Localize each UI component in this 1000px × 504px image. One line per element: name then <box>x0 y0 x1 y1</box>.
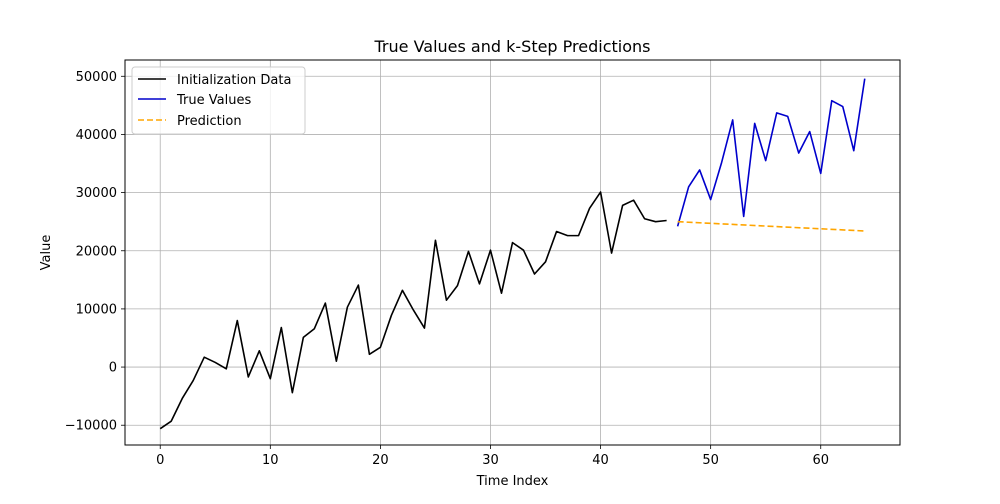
y-tick-label: 0 <box>109 361 117 376</box>
chart-title: True Values and k-Step Predictions <box>374 37 651 56</box>
grid-lines <box>125 60 900 445</box>
legend-box <box>131 66 306 135</box>
legend: Initialization Data True Values Predicti… <box>131 66 306 135</box>
y-axis: −10000 0 10000 20000 30000 40000 50000 <box>65 70 125 434</box>
legend-label-true-values: True Values <box>176 93 251 108</box>
series-line-prediction <box>677 220 865 232</box>
y-tick-label: 40000 <box>76 128 117 143</box>
x-tick-label: 20 <box>372 453 389 468</box>
y-tick-label: 20000 <box>76 244 117 259</box>
legend-label-initialization-data: Initialization Data <box>177 73 291 88</box>
x-tick-label: 30 <box>482 453 499 468</box>
x-axis-label: Time Index <box>476 474 549 489</box>
x-axis: 0 10 20 30 40 50 60 <box>156 445 829 468</box>
x-tick-label: 50 <box>702 453 719 468</box>
plot-frame <box>124 59 901 446</box>
x-tick-label: 10 <box>262 453 279 468</box>
y-axis-label: Value <box>39 235 54 271</box>
y-tick-label: 30000 <box>76 186 117 201</box>
series-lines <box>159 78 866 430</box>
y-tick-label: −10000 <box>65 419 117 434</box>
x-tick-label: 0 <box>156 453 164 468</box>
x-tick-label: 40 <box>592 453 609 468</box>
x-tick-label: 60 <box>812 453 829 468</box>
series-line-initialization-data <box>159 191 667 430</box>
y-tick-label: 10000 <box>76 302 117 317</box>
y-tick-label: 50000 <box>76 70 117 85</box>
series-line-true-values <box>676 78 866 227</box>
legend-label-prediction: Prediction <box>177 114 242 129</box>
